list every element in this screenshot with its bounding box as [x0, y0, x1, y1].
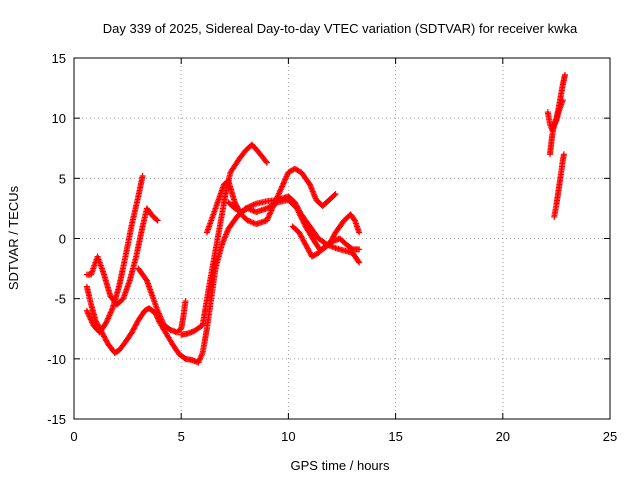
y-tick-label: -10: [47, 352, 66, 367]
data-point: [356, 229, 363, 236]
data-point: [196, 356, 203, 363]
data-point: [560, 151, 567, 158]
data-point: [143, 276, 150, 283]
data-point: [300, 219, 307, 226]
data-point: [182, 298, 189, 305]
data-point: [295, 209, 302, 216]
data-point: [154, 217, 161, 224]
data-point: [296, 210, 303, 217]
data-point: [561, 71, 568, 78]
x-tick-label: 25: [603, 429, 617, 444]
data-point: [153, 216, 160, 223]
data-point: [195, 358, 202, 365]
y-tick-label: 10: [52, 111, 66, 126]
data-point: [559, 97, 566, 104]
data-point: [263, 158, 270, 165]
data-point: [331, 191, 338, 198]
x-tick-label: 0: [70, 429, 77, 444]
data-point: [355, 258, 362, 265]
data-point: [301, 220, 308, 227]
data-point: [295, 208, 302, 215]
data-point: [195, 359, 202, 366]
chart-title: Day 339 of 2025, Sidereal Day-to-day VTE…: [103, 21, 578, 36]
data-point: [552, 120, 559, 127]
data-point: [297, 213, 304, 220]
data-point: [299, 216, 306, 223]
data-point: [299, 217, 306, 224]
x-tick-label: 20: [496, 429, 510, 444]
data-point: [552, 118, 559, 125]
data-point: [298, 215, 305, 222]
y-tick-label: -15: [47, 412, 66, 427]
data-point: [356, 259, 363, 266]
data-point: [139, 172, 146, 179]
data-point: [356, 246, 363, 253]
data-point: [351, 216, 358, 223]
x-tick-label: 10: [281, 429, 295, 444]
data-point: [273, 200, 280, 207]
data-point: [551, 121, 558, 128]
y-tick-label: 15: [52, 51, 66, 66]
data-points: [83, 71, 568, 366]
data-point: [293, 205, 300, 212]
data-point: [332, 190, 339, 197]
data-point: [297, 212, 304, 219]
data-point: [250, 201, 257, 208]
x-tick-label: 15: [388, 429, 402, 444]
data-point: [550, 124, 557, 131]
data-point: [294, 206, 301, 213]
data-point: [549, 127, 556, 134]
data-point: [251, 201, 258, 208]
data-point: [549, 125, 556, 132]
data-point: [198, 352, 205, 359]
data-point: [197, 353, 204, 360]
axis-ticks: 0 5 10 15 20 25 -15 -10 -5 0 5 10 15: [47, 51, 617, 444]
x-tick-label: 5: [178, 429, 185, 444]
y-tick-label: 0: [59, 232, 66, 247]
y-axis-label: SDTVAR / TECUs: [6, 185, 21, 290]
y-tick-label: 5: [59, 171, 66, 186]
y-tick-label: -5: [54, 292, 66, 307]
data-point: [550, 123, 557, 130]
data-point: [263, 159, 270, 166]
data-point: [199, 351, 206, 358]
data-point: [197, 355, 204, 362]
x-axis-label: GPS time / hours: [291, 458, 390, 473]
